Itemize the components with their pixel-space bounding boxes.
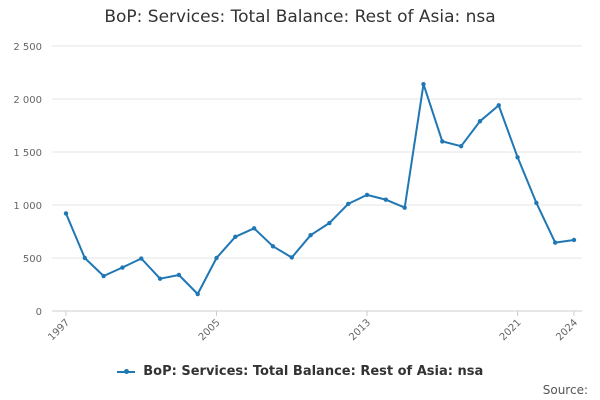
x-tick-label: 1997: [46, 317, 72, 343]
series-group: [63, 81, 577, 297]
data-point[interactable]: [251, 226, 257, 231]
x-tick-label: 2005: [197, 317, 223, 343]
data-point[interactable]: [176, 272, 182, 278]
data-point[interactable]: [120, 265, 125, 270]
y-tick-label: 2 500: [13, 42, 42, 53]
data-point[interactable]: [364, 192, 370, 198]
data-point[interactable]: [157, 276, 163, 281]
x-axis-ticks: 1997 2005 2013 2021 2024: [46, 311, 580, 343]
data-point[interactable]: [63, 211, 69, 216]
legend-label: BoP: Services: Total Balance: Rest of As…: [143, 364, 484, 379]
data-point[interactable]: [327, 220, 332, 226]
data-point[interactable]: [421, 81, 426, 87]
data-point[interactable]: [515, 155, 520, 160]
data-point[interactable]: [308, 233, 313, 238]
y-tick-label: 2 000: [13, 95, 42, 106]
series-line: [65, 83, 575, 295]
legend[interactable]: BoP: Services: Total Balance: Rest of As…: [0, 364, 600, 379]
x-tick-label: 2021: [498, 317, 524, 343]
data-point[interactable]: [402, 205, 407, 210]
data-point[interactable]: [383, 197, 389, 202]
x-tick-label: 2013: [347, 317, 373, 343]
data-point[interactable]: [458, 143, 464, 149]
data-point[interactable]: [289, 255, 294, 260]
data-point[interactable]: [139, 256, 144, 261]
data-point[interactable]: [477, 119, 483, 124]
data-point[interactable]: [552, 240, 558, 245]
grid-lines: [52, 45, 582, 312]
data-point[interactable]: [571, 237, 577, 243]
data-point[interactable]: [82, 255, 88, 261]
source-label: Source:: [542, 383, 588, 397]
x-tick-label: 2024: [554, 317, 580, 343]
data-point[interactable]: [440, 139, 445, 144]
y-tick-label: 1 000: [13, 201, 42, 212]
chart-title: BoP: Services: Total Balance: Rest of As…: [104, 7, 496, 27]
y-tick-label: 1 500: [13, 148, 42, 159]
data-point[interactable]: [214, 255, 219, 261]
y-tick-label: 500: [23, 254, 42, 265]
data-point[interactable]: [496, 103, 501, 108]
y-axis-ticks: 0 500 1 000 1 500 2 000 2 500: [13, 42, 42, 318]
data-point[interactable]: [233, 234, 238, 239]
data-point[interactable]: [534, 200, 539, 206]
data-point[interactable]: [270, 244, 276, 249]
data-point[interactable]: [195, 291, 200, 297]
legend-swatch: [116, 368, 135, 374]
y-tick-label: 0: [36, 307, 42, 318]
data-point[interactable]: [346, 201, 351, 207]
data-point[interactable]: [101, 273, 106, 279]
